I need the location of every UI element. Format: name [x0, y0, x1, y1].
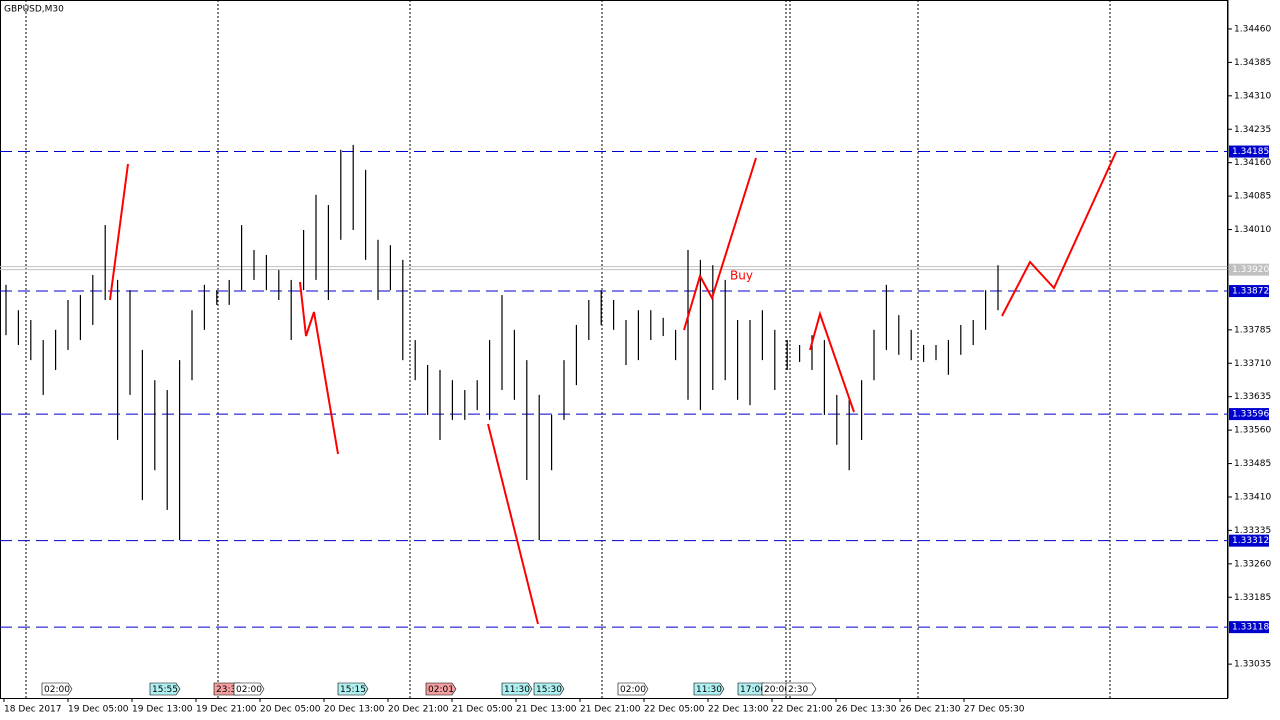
time-tag [149, 682, 181, 696]
time-tag [337, 682, 369, 696]
price-label: 1.33920 [1232, 265, 1269, 275]
time-tag [617, 682, 649, 696]
y-tick-label: 1.34385 [1234, 58, 1271, 68]
arrow [299, 281, 339, 455]
x-tick-label: 20 Dec 13:00 [324, 705, 385, 715]
x-tick-label: 19 Dec 05:00 [68, 705, 129, 715]
level-tag [1229, 534, 1269, 547]
level-label: 1.33596 [1232, 410, 1269, 420]
y-tick-label: 1.34085 [1234, 192, 1271, 202]
y-tick-label: 1.33335 [1234, 526, 1271, 536]
arrows [109, 151, 1117, 625]
arrow [487, 423, 539, 625]
time-tag-label: 11:30 [696, 685, 722, 695]
x-tick-label: 27 Dec 05:30 [964, 705, 1025, 715]
time-tag [693, 682, 725, 696]
arrow [683, 157, 757, 331]
y-tick-label: 1.34460 [1234, 24, 1271, 34]
y-tick-label: 1.33710 [1234, 359, 1271, 369]
x-tick-label: 22 Dec 21:00 [772, 705, 833, 715]
y-tick-label: 1.33785 [1234, 325, 1271, 335]
time-tag [41, 682, 73, 696]
time-tag-label: 02:00 [44, 685, 70, 695]
y-tick-label: 1.34310 [1234, 91, 1271, 101]
y-tick-label: 1.33560 [1234, 426, 1271, 436]
x-tick-label: 19 Dec 13:00 [132, 705, 193, 715]
time-tag [425, 682, 457, 696]
level-tag [1229, 408, 1269, 421]
y-tick-label: 1.33485 [1234, 459, 1271, 469]
x-tick-label: 20 Dec 05:00 [260, 705, 321, 715]
x-tick-label: 20 Dec 21:00 [388, 705, 449, 715]
time-tag [501, 682, 533, 696]
price-tag [1229, 263, 1269, 276]
time-tag-label: 2:30 [788, 685, 808, 695]
time-tag-label: 17:00 [740, 685, 766, 695]
y-tick-label: 1.34235 [1234, 125, 1271, 135]
arrow [109, 163, 129, 301]
x-tick-label: 21 Dec 21:00 [580, 705, 641, 715]
x-tick-label: 26 Dec 13:30 [836, 705, 897, 715]
x-tick-label: 26 Dec 21:30 [900, 705, 961, 715]
x-tick-label: 19 Dec 21:00 [196, 705, 257, 715]
time-tag-label: 23:3 [216, 685, 236, 695]
x-tick-label: 21 Dec 13:00 [516, 705, 577, 715]
y-tick-label: 1.33035 [1234, 660, 1271, 670]
level-label: 1.34185 [1232, 147, 1269, 157]
y-tick-label: 1.33260 [1234, 559, 1271, 569]
time-tag [785, 682, 817, 696]
time-tag-label: 11:30 [504, 685, 530, 695]
time-tag-label: 20:00 [764, 685, 790, 695]
time-tag [533, 682, 565, 696]
level-label: 1.33872 [1232, 287, 1269, 297]
y-tick-label: 1.33185 [1234, 593, 1271, 603]
y-tick-label: 1.34160 [1234, 158, 1271, 168]
plot: 1.34460 1.34385 1.34310 1.34235 1.34160 1.340… [0, 24, 1271, 715]
x-tick-label: 22 Dec 13:00 [708, 705, 769, 715]
arrow [809, 310, 855, 413]
level-label: 1.33312 [1232, 536, 1269, 546]
session-lines [25, 0, 1111, 698]
level-tag [1229, 145, 1269, 158]
y-tick-label: 1.33410 [1234, 492, 1271, 502]
time-tag-label: 15:55 [152, 685, 178, 695]
level-label: 1.33118 [1232, 623, 1269, 633]
level-tag [1229, 285, 1269, 298]
x-tick-label: 18 Dec 2017 [4, 705, 62, 715]
y-tick-label: 1.34010 [1234, 225, 1271, 235]
time-tag [233, 682, 265, 696]
time-tag-label: 15:30 [536, 685, 562, 695]
arrow [1001, 151, 1117, 317]
x-tick-label: 21 Dec 05:00 [452, 705, 513, 715]
time-tag-label: 02:01 [428, 685, 454, 695]
chart-title: GBPUSD,M30 [4, 5, 64, 15]
x-tick-label: 22 Dec 05:00 [644, 705, 705, 715]
level-tag [1229, 621, 1269, 634]
time-tag-label: 15:15 [340, 685, 366, 695]
annotation: Buy [730, 269, 753, 283]
time-tag-label: 02:00 [620, 685, 646, 695]
y-tick-label: 1.33635 [1234, 392, 1271, 402]
time-tag-label: 02:00 [236, 685, 262, 695]
